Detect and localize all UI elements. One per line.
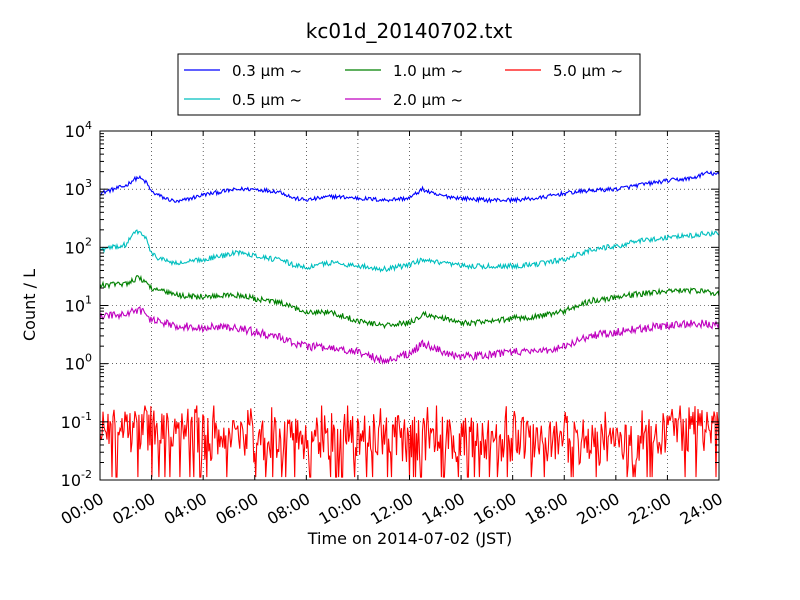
series-line-2: [99, 229, 720, 273]
y-axis-label: Count / L: [20, 269, 39, 341]
legend-label: 1.0 μm ~: [393, 62, 463, 80]
y-tick-label: 101: [65, 294, 92, 316]
legend-label: 0.3 μm ~: [232, 62, 302, 80]
series-group: [99, 170, 720, 478]
y-tick-label: 10-1: [61, 410, 92, 432]
legend: 0.3 μm ~ 0.5 μm ~ 1.0 μm ~ 2.0 μm ~ 5.0 μm ~: [177, 53, 641, 116]
legend-box: [177, 53, 641, 116]
series-line-4: [99, 306, 720, 365]
legend-label: 2.0 μm ~: [393, 91, 463, 109]
legend-label: 0.5 μm ~: [232, 91, 302, 109]
y-axis: 10-2 10-1 100 101 102 103 104: [61, 119, 719, 490]
y-tick-label: 103: [65, 177, 92, 199]
chart-title: kc01d_20140702.txt: [306, 19, 513, 43]
y-tick-label: 102: [65, 235, 92, 257]
series-line-3: [99, 274, 720, 330]
x-axis-label: Time on 2014-07-02 (JST): [307, 529, 512, 548]
y-tick-label: 100: [65, 352, 92, 374]
series-line-1: [99, 170, 720, 204]
y-tick-label: 10-2: [61, 468, 92, 490]
legend-label: 5.0 μm ~: [553, 62, 623, 80]
y-tick-label: 104: [65, 119, 92, 141]
